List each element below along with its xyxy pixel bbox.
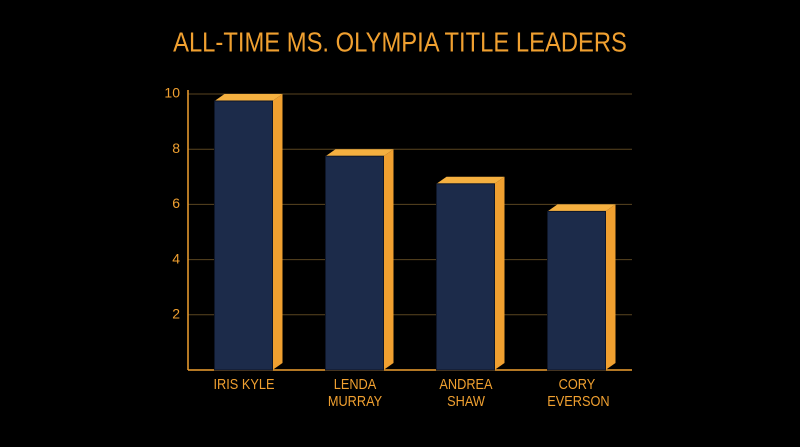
bar — [325, 149, 394, 371]
chart-title: ALL-TIME MS. OLYMPIA TITLE LEADERS — [173, 26, 627, 58]
y-tick-label: 4 — [172, 250, 180, 266]
y-tick-label: 10 — [164, 85, 180, 101]
y-tick-label: 6 — [172, 195, 180, 211]
bar — [547, 204, 616, 371]
y-tick-label: 2 — [172, 306, 180, 322]
y-tick-label: 8 — [172, 140, 180, 156]
bar-front — [325, 155, 384, 371]
bar-side — [272, 94, 283, 370]
bar-side — [383, 149, 394, 370]
bar-front — [436, 183, 495, 371]
bar — [436, 176, 505, 371]
bar-top — [325, 149, 394, 157]
bar-top — [214, 94, 283, 101]
bar-front — [214, 100, 273, 371]
x-tick-label: LENDA MURRAY — [327, 376, 382, 410]
x-tick-label: CORY EVERSON — [546, 376, 610, 410]
bar-front — [547, 210, 606, 371]
bar-side — [494, 176, 505, 370]
bar-top — [547, 204, 616, 212]
bar-side — [605, 204, 616, 370]
x-tick-label: IRIS KYLE — [213, 376, 274, 393]
x-tick-label: ANDREA SHAW — [438, 376, 493, 410]
bar — [214, 94, 283, 371]
bar-top — [436, 176, 505, 184]
